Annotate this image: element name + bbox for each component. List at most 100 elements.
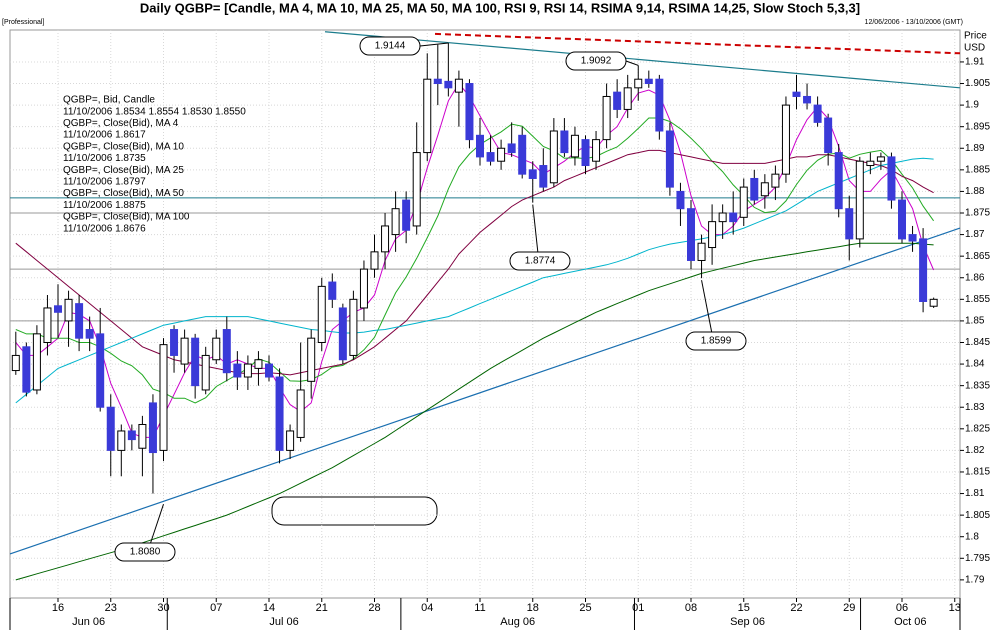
candle-body — [402, 199, 411, 231]
y-tick-label: 1.8 — [965, 531, 979, 542]
candle-body — [866, 160, 875, 167]
candle-body — [159, 344, 168, 451]
candle-body — [824, 117, 833, 154]
candle-body — [697, 242, 706, 261]
callout-label: 1.9092 — [581, 56, 612, 67]
candle-body — [581, 139, 590, 167]
candle-body — [876, 156, 885, 162]
callout-connector — [701, 280, 713, 333]
candle-body — [391, 208, 400, 236]
candle-body — [845, 208, 854, 240]
candle-body — [265, 363, 273, 378]
month-label: Jun 06 — [72, 616, 105, 628]
chart-title: Daily QGBP= [Candle, MA 4, MA 10, MA 25,… — [140, 0, 860, 15]
candle-body — [465, 83, 474, 141]
candle-body — [96, 333, 105, 408]
candle-body — [222, 329, 231, 374]
y-tick-label: 1.9 — [965, 100, 979, 111]
legend-text: 11/10/2006 1.8617 — [63, 130, 146, 141]
candle-body — [507, 143, 516, 154]
y-tick-label: 1.835 — [965, 380, 990, 391]
x-tick-label: 01 — [632, 602, 644, 614]
candle-body — [792, 91, 801, 97]
y-tick-label: 1.84 — [965, 359, 985, 370]
candle-body — [64, 298, 73, 322]
legend-text: QGBP=, Close(Bid), MA 50 — [63, 188, 184, 199]
candle-body — [359, 268, 368, 309]
month-label: Aug 06 — [500, 616, 535, 628]
x-tick-label: 06 — [896, 602, 908, 614]
y-tick-label: 1.83 — [965, 402, 985, 413]
candle-body — [296, 389, 305, 438]
candle-body — [518, 134, 527, 175]
y-axis-label: Price — [964, 31, 987, 42]
candle-body — [476, 134, 484, 158]
candle-body — [739, 186, 748, 218]
y-tick-label: 1.905 — [965, 78, 990, 89]
candle-body — [623, 87, 632, 110]
candle-body — [370, 251, 379, 270]
x-tick-label: 07 — [210, 602, 222, 614]
x-tick-label: 21 — [316, 602, 328, 614]
y-tick-label: 1.865 — [965, 251, 990, 262]
callout-box — [359, 36, 421, 56]
y-tick-label: 1.845 — [965, 337, 990, 348]
candle-body — [106, 406, 115, 451]
candle-body — [328, 281, 337, 300]
legend-text: 11/10/2006 1.8735 — [63, 153, 146, 164]
trend-line — [434, 32, 961, 55]
x-tick-label: 14 — [263, 602, 275, 614]
candle-body — [243, 363, 252, 378]
x-tick-label: 15 — [738, 602, 750, 614]
callout-box — [114, 542, 176, 562]
x-tick-label: 25 — [579, 602, 591, 614]
y-tick-label: 1.91 — [965, 57, 985, 68]
y-tick-label: 1.87 — [965, 229, 985, 240]
candle-body — [497, 147, 506, 162]
month-label: Jul 06 — [269, 616, 298, 628]
candle-body — [887, 156, 896, 201]
y-tick-label: 1.895 — [965, 121, 990, 132]
candle-body — [433, 78, 442, 85]
legend-text: 11/10/2006 1.8797 — [63, 177, 146, 188]
x-tick-label: 16 — [52, 602, 64, 614]
ma-line — [15, 157, 934, 404]
callout-connector — [419, 42, 449, 47]
candle-body — [317, 285, 326, 343]
callout-connector — [625, 60, 639, 66]
y-tick-label: 1.82 — [965, 445, 985, 456]
candle-body — [560, 130, 569, 154]
candle-body — [592, 139, 601, 162]
month-label: Sep 06 — [730, 616, 765, 628]
legend-text: 11/10/2006 1.8534 1.8554 1.8530 1.8550 — [63, 106, 246, 117]
candle-body — [898, 199, 906, 240]
y-tick-label: 1.815 — [965, 467, 990, 478]
candle-body — [85, 329, 94, 339]
y-tick-label: 1.885 — [965, 164, 990, 175]
trend-line — [324, 31, 961, 89]
legend-text: QGBP=, Bid, Candle — [63, 95, 155, 106]
y-tick-label: 1.855 — [965, 294, 990, 305]
y-tick-label: 1.79 — [965, 575, 985, 586]
legend-text: QGBP=, Close(Bid), MA 4 — [63, 118, 179, 129]
legend-text: QGBP=, Close(Bid), MA 25 — [63, 165, 184, 176]
x-tick-label: 04 — [421, 602, 433, 614]
callout-box — [685, 331, 747, 351]
candle-body — [729, 212, 738, 223]
date-range: 12/06/2006 - 13/10/2006 (GMT) — [865, 19, 963, 26]
legend-text: QGBP=, Close(Bid), MA 100 — [63, 212, 190, 223]
y-tick-label: 1.795 — [965, 553, 990, 564]
candle-body — [170, 329, 179, 356]
candle-body — [549, 130, 558, 184]
candle-body — [803, 95, 812, 104]
candle-body — [665, 130, 674, 188]
y-tick-label: 1.875 — [965, 208, 990, 219]
candle-body — [307, 337, 316, 382]
callout-label: 1.8774 — [525, 256, 556, 267]
candle-body — [855, 160, 864, 240]
month-label: Oct 06 — [894, 616, 926, 628]
x-tick-label: 18 — [527, 602, 539, 614]
ma-line — [15, 117, 935, 404]
candle-body — [254, 359, 263, 369]
